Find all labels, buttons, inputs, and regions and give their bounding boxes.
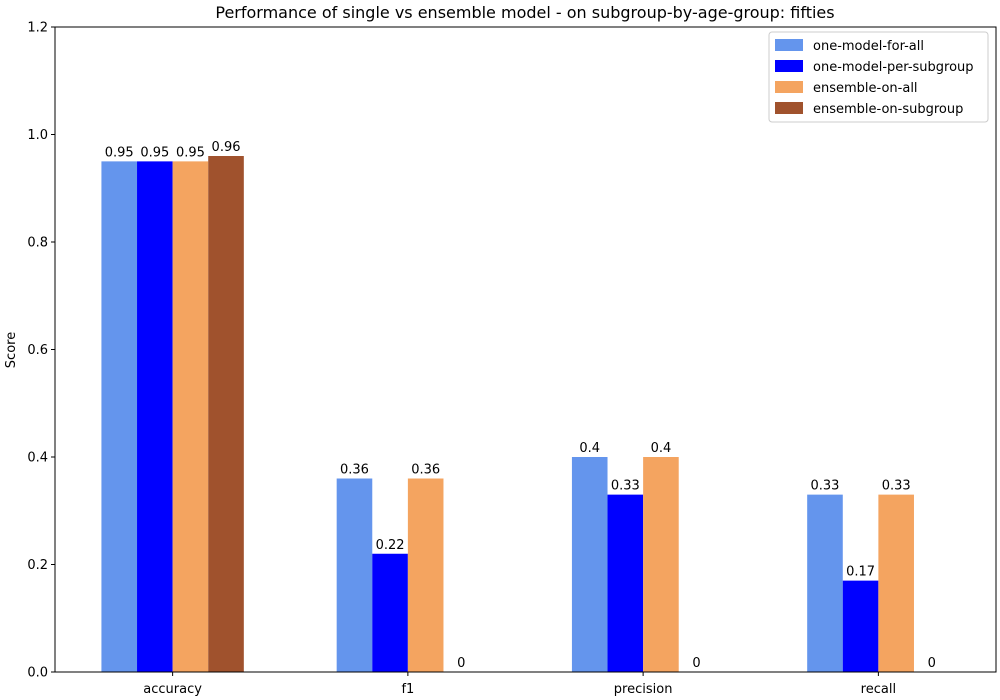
x-tick-label-precision: precision (614, 682, 673, 697)
legend-swatch-one-model-per-subgroup (775, 60, 803, 72)
legend-label-ensemble-on-subgroup: ensemble-on-subgroup (813, 102, 963, 117)
y-tick-label: 0.0 (27, 666, 48, 681)
bar-ensemble-on-all-recall (878, 494, 914, 672)
plot-area: 0.0 0.2 0.4 0.6 0.8 1.0 1.2 accuracy 0.95 0.95 0.9… (27, 21, 936, 698)
x-tick-label-recall: recall (861, 682, 896, 697)
data-label-ensemble-on-subgroup-precision: 0 (692, 656, 700, 671)
data-label-ensemble-on-all-recall: 0.33 (882, 479, 911, 494)
legend-label-one-model-per-subgroup: one-model-per-subgroup (813, 60, 974, 75)
data-label-one-model-for-all-recall: 0.33 (810, 479, 839, 494)
x-tick-label-accuracy: accuracy (143, 682, 202, 697)
legend-swatch-ensemble-on-subgroup (775, 102, 803, 114)
legend-box (768, 31, 989, 123)
data-label-one-model-per-subgroup-f1: 0.22 (376, 538, 405, 553)
data-label-ensemble-on-subgroup-accuracy: 0.96 (212, 140, 241, 155)
y-tick-label: 1.0 (27, 128, 48, 143)
bar-ensemble-on-subgroup-accuracy (208, 156, 244, 672)
legend-swatch-one-model-for-all (775, 39, 803, 51)
plot-frame (54, 26, 997, 673)
bar-one-model-for-all-f1 (336, 478, 373, 672)
data-label-ensemble-on-subgroup-recall: 0 (928, 656, 936, 671)
data-label-one-model-for-all-precision: 0.4 (579, 441, 600, 456)
data-label-one-model-for-all-accuracy: 0.95 (105, 145, 134, 160)
chart-title: Performance of single vs ensemble model … (215, 3, 834, 22)
y-tick-label: 1.2 (27, 21, 48, 36)
bar-one-model-for-all-precision (571, 457, 608, 672)
data-label-ensemble-on-subgroup-f1: 0 (457, 656, 465, 671)
bar-one-model-for-all-recall (807, 494, 843, 672)
data-label-one-model-per-subgroup-accuracy: 0.95 (140, 145, 169, 160)
data-label-ensemble-on-all-f1: 0.36 (411, 463, 440, 478)
legend: one-model-for-all one-model-per-subgroup e… (768, 31, 989, 123)
data-label-one-model-per-subgroup-recall: 0.17 (846, 565, 875, 580)
bar-one-model-for-all-accuracy (101, 161, 138, 672)
bar-ensemble-on-all-precision (643, 457, 679, 672)
bar-one-model-per-subgroup-precision (607, 494, 644, 672)
data-label-ensemble-on-all-accuracy: 0.95 (176, 145, 205, 160)
bar-one-model-per-subgroup-accuracy (137, 161, 173, 672)
data-label-ensemble-on-all-precision: 0.4 (651, 441, 672, 456)
data-label-one-model-per-subgroup-precision: 0.33 (611, 479, 640, 494)
y-tick-label: 0.6 (27, 343, 48, 358)
bar-one-model-per-subgroup-f1 (372, 553, 408, 672)
data-label-one-model-for-all-f1: 0.36 (340, 463, 369, 478)
bar-one-model-per-subgroup-recall (842, 580, 879, 672)
y-tick-label: 0.2 (27, 558, 48, 573)
bar-ensemble-on-all-f1 (407, 478, 444, 672)
y-tick-label: 0.4 (27, 451, 48, 466)
x-tick-label-f1: f1 (401, 682, 414, 697)
y-tick-label: 0.8 (27, 236, 48, 251)
legend-swatch-ensemble-on-all (775, 81, 803, 93)
y-axis-label: Score (4, 332, 19, 368)
legend-label-ensemble-on-all: ensemble-on-all (813, 81, 918, 96)
legend-label-one-model-for-all: one-model-for-all (813, 39, 924, 54)
bar-ensemble-on-all-accuracy (172, 161, 209, 672)
